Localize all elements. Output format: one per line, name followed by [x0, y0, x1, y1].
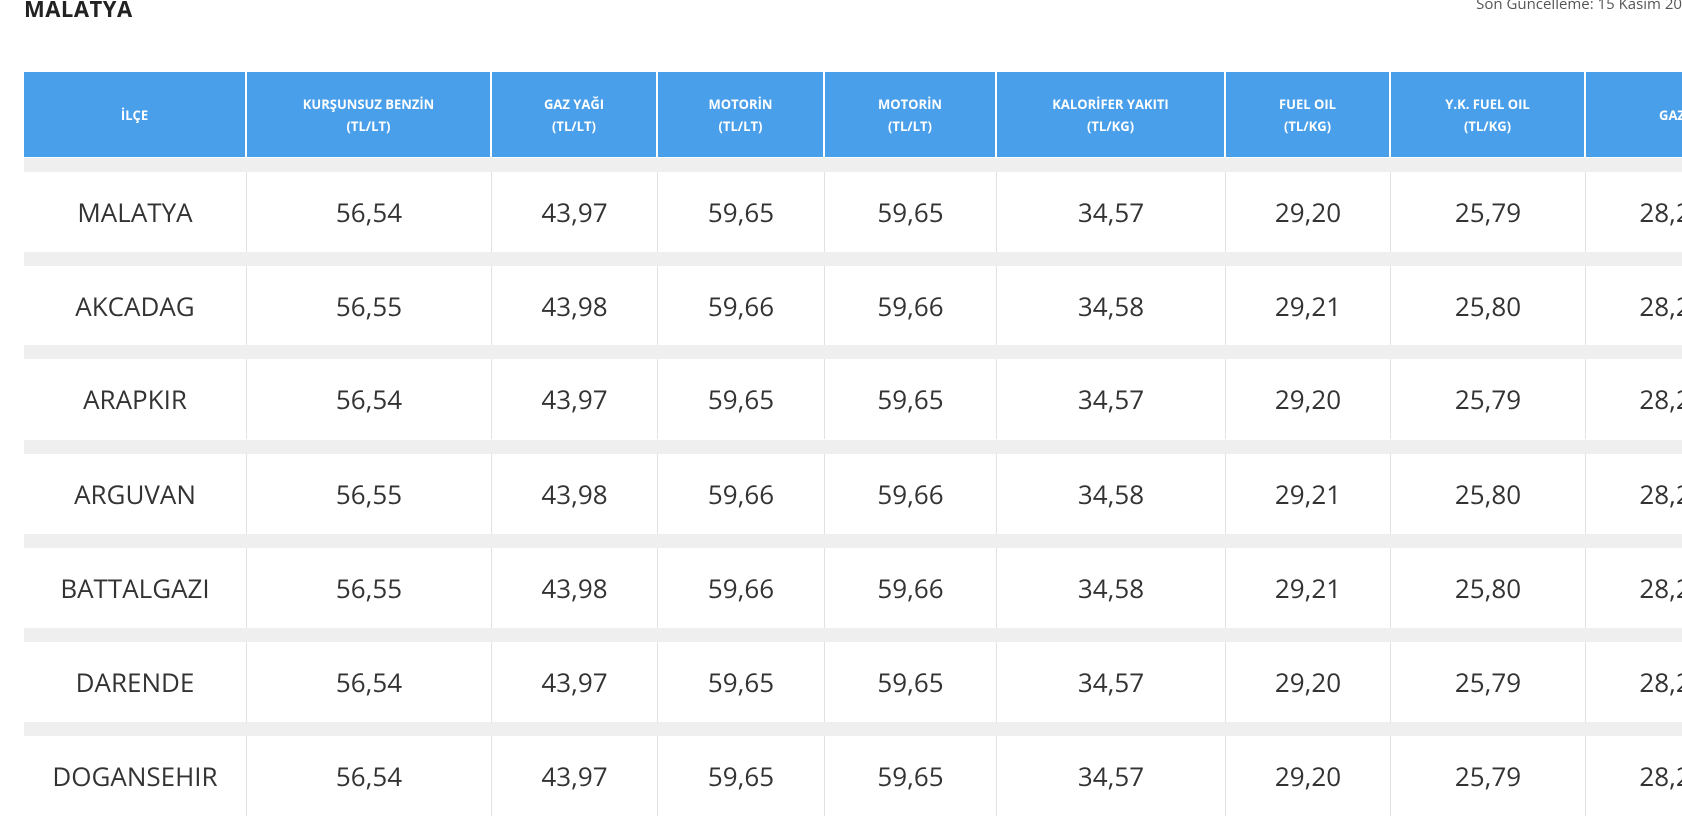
price-cell: 59,65	[825, 642, 997, 722]
header-unit: (TL/KG)	[1463, 116, 1512, 135]
header-label: KURŞUNSUZ BENZİN	[302, 94, 435, 113]
price-cell: 25,79	[1391, 736, 1586, 816]
header-unit: (TL/KG)	[1086, 116, 1135, 135]
row-separator	[24, 345, 1682, 359]
price-cell: 56,54	[247, 642, 492, 722]
row-separator	[24, 628, 1682, 642]
price-cell: 56,54	[247, 736, 492, 816]
price-cell: 28,24	[1586, 359, 1682, 439]
price-cell: 43,98	[492, 548, 658, 628]
header-label: FUEL OIL	[1279, 94, 1336, 113]
district-cell: ARGUVAN	[24, 454, 247, 534]
price-cell: 25,80	[1391, 548, 1586, 628]
price-cell: 43,97	[492, 642, 658, 722]
price-cell: 29,20	[1226, 642, 1391, 722]
price-cell: 34,58	[997, 266, 1226, 346]
price-cell: 43,97	[492, 172, 658, 252]
price-cell: 59,66	[825, 266, 997, 346]
price-cell: 59,65	[658, 172, 825, 252]
price-cell: 59,66	[658, 454, 825, 534]
price-cell: 56,55	[247, 548, 492, 628]
row-separator	[24, 158, 1682, 172]
price-cell: 59,65	[658, 359, 825, 439]
price-cell: 43,98	[492, 454, 658, 534]
price-cell: 25,80	[1391, 266, 1586, 346]
price-cell: 56,55	[247, 266, 492, 346]
price-cell: 29,20	[1226, 359, 1391, 439]
district-cell: BATTALGAZI	[24, 548, 247, 628]
price-cell: 34,57	[997, 172, 1226, 252]
header-label: MOTORİN	[708, 94, 773, 113]
header-unit: (TL/LT)	[718, 116, 763, 135]
price-cell: 59,65	[658, 642, 825, 722]
price-cell: 29,21	[1226, 454, 1391, 534]
header-label: İLÇE	[120, 105, 149, 124]
district-cell: MALATYA	[24, 172, 247, 252]
column-header: İLÇE	[24, 72, 247, 157]
price-cell: 59,65	[825, 736, 997, 816]
price-cell: 25,79	[1391, 172, 1586, 252]
header-label: GAZ	[1659, 105, 1682, 124]
page-title: MALATYA	[24, 0, 133, 24]
price-cell: 34,57	[997, 736, 1226, 816]
column-header: GAZ	[1586, 72, 1682, 157]
price-cell: 28,24	[1586, 454, 1682, 534]
price-cell: 34,57	[997, 359, 1226, 439]
price-cell: 29,21	[1226, 548, 1391, 628]
district-cell: ARAPKIR	[24, 359, 247, 439]
price-cell: 59,66	[658, 548, 825, 628]
header-label: KALORİFER YAKITI	[1052, 94, 1169, 113]
district-cell: DOGANSEHIR	[24, 736, 247, 816]
price-cell: 28,24	[1586, 266, 1682, 346]
header-label: MOTORİN	[878, 94, 942, 113]
price-cell: 43,97	[492, 359, 658, 439]
row-separator	[24, 722, 1682, 736]
price-cell: 28,24	[1586, 548, 1682, 628]
row-separator	[24, 252, 1682, 266]
price-cell: 59,66	[658, 266, 825, 346]
price-cell: 59,65	[658, 736, 825, 816]
price-cell: 43,98	[492, 266, 658, 346]
price-cell: 43,97	[492, 736, 658, 816]
column-header: Y.K. FUEL OIL (TL/KG)	[1391, 72, 1586, 157]
price-cell: 28,24	[1586, 172, 1682, 252]
price-cell: 25,79	[1391, 642, 1586, 722]
price-cell: 29,20	[1226, 172, 1391, 252]
header-label: GAZ YAĞI	[543, 94, 605, 113]
price-cell: 25,80	[1391, 454, 1586, 534]
price-cell: 56,55	[247, 454, 492, 534]
column-header: GAZ YAĞI (TL/LT)	[492, 72, 658, 157]
price-cell: 34,58	[997, 454, 1226, 534]
price-cell: 29,20	[1226, 736, 1391, 816]
header-unit: (TL/LT)	[346, 116, 391, 135]
price-cell: 56,54	[247, 359, 492, 439]
price-cell: 34,57	[997, 642, 1226, 722]
column-header: MOTORİN (TL/LT)	[825, 72, 997, 157]
row-separator	[24, 440, 1682, 454]
header-label: Y.K. FUEL OIL	[1445, 94, 1530, 113]
price-cell: 28,24	[1586, 642, 1682, 722]
header-unit: (TL/LT)	[888, 116, 932, 135]
column-header: MOTORİN (TL/LT)	[658, 72, 825, 157]
column-header: KURŞUNSUZ BENZİN (TL/LT)	[247, 72, 492, 157]
price-cell: 28,24	[1586, 736, 1682, 816]
price-cell: 29,21	[1226, 266, 1391, 346]
price-cell: 25,79	[1391, 359, 1586, 439]
price-cell: 34,58	[997, 548, 1226, 628]
price-cell: 59,66	[825, 454, 997, 534]
price-cell: 59,65	[825, 359, 997, 439]
row-separator	[24, 534, 1682, 548]
price-cell: 59,66	[825, 548, 997, 628]
header-unit: (TL/LT)	[552, 116, 596, 135]
column-header: FUEL OIL (TL/KG)	[1226, 72, 1391, 157]
district-cell: AKCADAG	[24, 266, 247, 346]
price-cell: 56,54	[247, 172, 492, 252]
column-header: KALORİFER YAKITI (TL/KG)	[997, 72, 1226, 157]
header-unit: (TL/KG)	[1283, 116, 1332, 135]
last-updated: Son Güncelleme: 15 Kasım 20	[1476, 0, 1682, 14]
price-cell: 59,65	[825, 172, 997, 252]
district-cell: DARENDE	[24, 642, 247, 722]
